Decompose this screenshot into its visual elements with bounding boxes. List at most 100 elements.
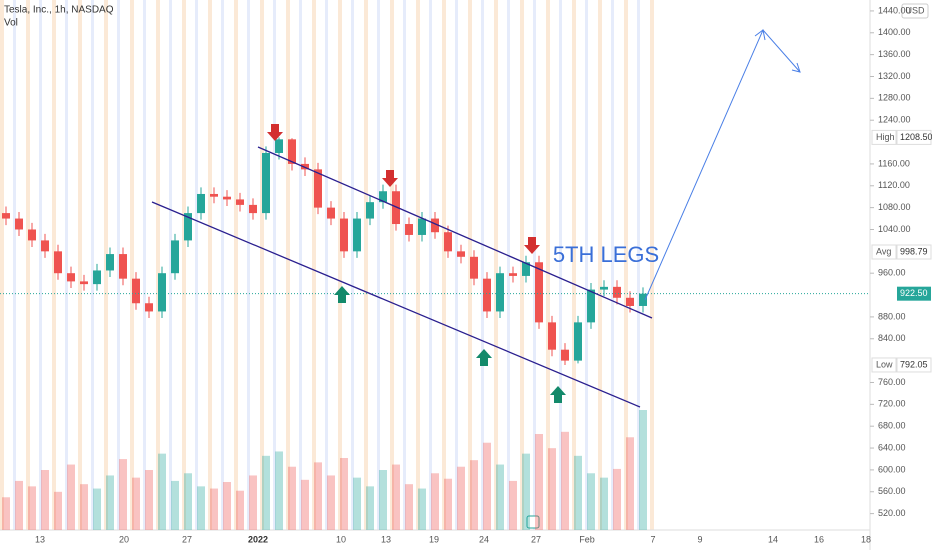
- y-tick-label: 1160.00: [878, 158, 910, 168]
- volume-bar: [587, 473, 595, 530]
- candle-body: [392, 191, 400, 225]
- y-tick-label: 1040.00: [878, 224, 911, 234]
- price-tag-name-box: [871, 357, 897, 373]
- volume-bar: [197, 486, 205, 530]
- price-tag-value: 792.05: [900, 359, 928, 369]
- candle-body: [548, 322, 556, 350]
- x-tick-label: 27: [531, 534, 541, 544]
- x-tick-label: 7: [650, 534, 655, 544]
- volume-bar: [561, 431, 569, 530]
- y-tick-label: 600.00: [878, 464, 906, 474]
- x-tick-label: 14: [768, 534, 778, 544]
- volume-bar: [93, 488, 101, 530]
- x-tick-label: 24: [479, 534, 489, 544]
- price-tag-name-box: [871, 129, 897, 145]
- volume-bar: [522, 453, 530, 530]
- price-tag-name: Avg: [876, 246, 891, 256]
- volume-bar: [574, 455, 582, 530]
- volume-bar: [301, 479, 309, 530]
- price-tag-box: [896, 357, 932, 373]
- volume-bar: [106, 475, 114, 530]
- candle-body: [119, 254, 127, 279]
- projection-arrowhead: [754, 29, 766, 41]
- candle-body: [418, 218, 426, 235]
- volume-label: Vol: [4, 18, 18, 29]
- candle-body: [470, 256, 478, 279]
- currency[interactable]: USD: [905, 5, 925, 15]
- volume-bar: [444, 478, 452, 530]
- candle-body: [483, 278, 491, 312]
- x-tick-label: 9: [697, 534, 702, 544]
- candle-body: [262, 152, 270, 214]
- volume-bar: [457, 466, 465, 530]
- candles: [2, 137, 647, 530]
- volume-bar: [54, 491, 62, 530]
- volume-bar: [431, 473, 439, 530]
- volume-bar: [145, 470, 153, 530]
- volume-bar: [327, 475, 335, 530]
- volume-bar: [15, 480, 23, 530]
- y-tick-label: 560.00: [878, 486, 906, 496]
- candle-body: [444, 232, 452, 252]
- earnings-marker[interactable]: [526, 515, 540, 529]
- candle-body: [457, 251, 465, 257]
- x-tick-label: 10: [336, 534, 346, 544]
- candle-body: [600, 286, 608, 290]
- candle-body: [67, 273, 75, 282]
- volume-bar: [392, 464, 400, 530]
- candle-body: [249, 204, 257, 214]
- volume-bar: [353, 477, 361, 530]
- volume-bar: [41, 470, 49, 530]
- volume-bar: [470, 460, 478, 530]
- arrow-up: [334, 286, 350, 303]
- y-tick-label: 1120.00: [878, 180, 910, 190]
- currency-box[interactable]: [901, 3, 929, 19]
- arrow-down: [382, 170, 398, 187]
- volume-bar: [223, 482, 231, 530]
- drawings: [151, 29, 801, 408]
- symbol-title: Tesla, Inc., 1h, NASDAQ: [4, 5, 114, 16]
- volume-bar: [483, 442, 491, 530]
- y-tick-label: 1080.00: [878, 202, 911, 212]
- volume-bar: [314, 462, 322, 530]
- candle-body: [54, 251, 62, 274]
- arrow-up: [476, 349, 492, 366]
- price-tag-name: Low: [876, 359, 893, 369]
- volume-bar: [158, 453, 166, 530]
- y-tick-label: 1440.00: [878, 5, 911, 15]
- candle-body: [132, 278, 140, 304]
- candle-body: [314, 169, 322, 208]
- volume-bar: [496, 464, 504, 530]
- volume-bar: [405, 484, 413, 530]
- x-tick-label: 27: [182, 534, 192, 544]
- candle-body: [353, 218, 361, 252]
- candle-body: [275, 139, 283, 153]
- candle-body: [561, 349, 569, 361]
- candle-body: [366, 202, 374, 219]
- y-tick-label: 680.00: [878, 421, 906, 431]
- volume-bar: [600, 477, 608, 530]
- volume-bar: [80, 484, 88, 530]
- candle-body: [379, 191, 387, 203]
- y-tick-label: 960.00: [878, 268, 906, 278]
- volume-bar: [366, 486, 374, 530]
- arrow-down: [524, 237, 540, 254]
- y-tick-label: 840.00: [878, 333, 906, 343]
- x-tick-label: 2022: [248, 534, 268, 544]
- candle-body: [340, 218, 348, 252]
- candle-body: [301, 163, 309, 170]
- volume-bar: [613, 468, 621, 530]
- price-tag-value: 998.79: [900, 246, 928, 256]
- x-tick-label: 19: [429, 534, 439, 544]
- candle-body: [288, 139, 296, 164]
- y-tick-label: 1360.00: [878, 49, 911, 59]
- volume-bar: [236, 490, 244, 530]
- candle-body: [145, 303, 153, 312]
- last-price-label: 922.50: [900, 288, 928, 298]
- volume-bar: [171, 480, 179, 530]
- price-tag-name-box: [871, 244, 897, 260]
- y-tick-label: 720.00: [878, 399, 906, 409]
- volume-bar: [418, 488, 426, 530]
